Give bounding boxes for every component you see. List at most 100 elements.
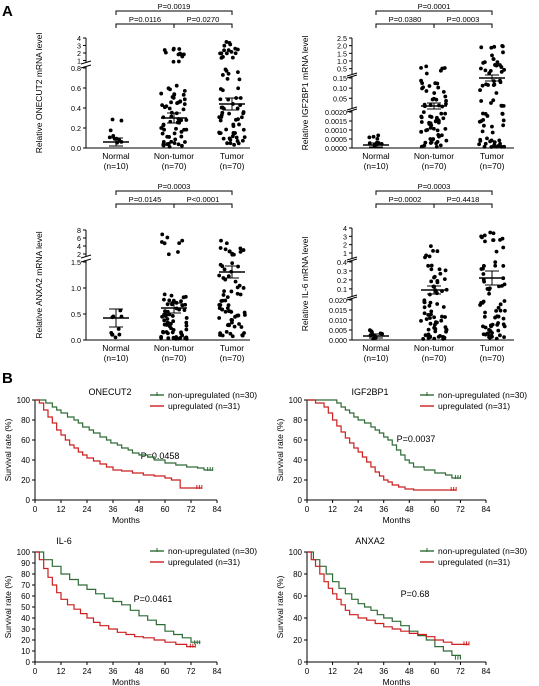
- expr-0-y-label: Relative ONECUT2 mRNA level: [34, 33, 44, 154]
- expr-0-point: [111, 133, 116, 138]
- expr-0-point: [224, 51, 229, 56]
- expr-3-point: [496, 321, 501, 325]
- km-5-xtick-label: 72: [456, 505, 465, 514]
- expr-3-point: [494, 336, 499, 341]
- expr-2-pvalue: P=0.0145: [129, 195, 162, 204]
- expr-3-point: [424, 253, 429, 258]
- expr-1-point: [443, 94, 448, 99]
- expr-0-point: [169, 100, 173, 105]
- expr-2-point: [219, 238, 223, 243]
- expr-3-point: [479, 267, 484, 271]
- expr-2-count-label: (n=70): [220, 353, 245, 363]
- expr-1-point: [435, 128, 440, 133]
- expr-2-count-label: (n=70): [162, 353, 187, 363]
- expr-0-point: [159, 126, 164, 130]
- expr-3-point: [429, 309, 434, 314]
- km-5-ytick-label: 0: [298, 496, 303, 505]
- expr-1-point: [432, 91, 437, 95]
- expr-1-ytick-label: 2.0: [337, 42, 347, 51]
- expr-2-point: [159, 335, 163, 339]
- expr-3-point: [498, 302, 503, 307]
- expr-3-point: [489, 324, 493, 329]
- expr-0-point: [167, 144, 172, 149]
- expr-1-point: [443, 111, 448, 116]
- km-6-series-line: [35, 551, 196, 648]
- expr-1-point: [435, 81, 440, 86]
- expr-3-point: [501, 322, 506, 327]
- expr-3-point: [423, 333, 428, 338]
- expr-1-point: [486, 83, 490, 87]
- expr-0-point: [226, 97, 231, 102]
- expr-2-point: [221, 293, 226, 297]
- expr-0-significance-bracket: [173, 23, 233, 28]
- expr-3-ytick-label: 1: [343, 249, 347, 258]
- expr-3-ytick-label: 0.000: [329, 336, 347, 345]
- expr-2-point: [165, 317, 170, 321]
- expr-0-point: [176, 52, 181, 57]
- expr-2-point: [170, 330, 175, 335]
- expr-1-ytick-label: 1.5: [337, 49, 347, 58]
- expr-2-point: [236, 264, 240, 269]
- expr-1-point: [497, 63, 502, 67]
- expr-2-y-label: Relative ANXA2 mRNA level: [34, 231, 44, 338]
- expr-2-point: [177, 241, 182, 246]
- expr-0-point: [179, 52, 184, 57]
- expr-0-point: [162, 127, 166, 132]
- expr-1-point: [487, 71, 492, 76]
- expr-3-point: [501, 245, 506, 250]
- expr-3-point: [491, 238, 495, 243]
- km-6-title: IL-6: [56, 536, 72, 546]
- expr-0-point: [178, 99, 183, 104]
- expr-0-point: [236, 86, 241, 91]
- expr-3-count-label: (n=10): [364, 353, 389, 363]
- km-4-xtick-label: 60: [161, 505, 170, 514]
- expr-1-significance-bracket: [375, 23, 435, 28]
- expr-2-point: [242, 331, 246, 335]
- expr-1-point: [491, 98, 496, 103]
- expr-1-point: [431, 137, 436, 141]
- expr-1-ytick-label: 0.0005: [325, 135, 347, 144]
- expr-2-ytick-label: 1.0: [71, 284, 81, 293]
- expr-1-point: [494, 91, 499, 95]
- km-6-ytick-label: 0: [26, 658, 31, 667]
- expr-1-point: [482, 144, 487, 149]
- expr-3-point: [482, 314, 487, 319]
- expr-0-point: [184, 118, 189, 122]
- expr-0-point: [224, 127, 229, 132]
- expr-1-point: [500, 44, 505, 48]
- expr-0-point: [222, 43, 227, 48]
- expr-0-pvalue: P=0.0116: [129, 15, 161, 24]
- expr-3-axis-break-mark: [346, 294, 358, 299]
- expr-0-point: [160, 131, 165, 136]
- expr-3-point: [433, 329, 438, 334]
- expr-0-point: [229, 50, 234, 54]
- expr-1-point: [419, 129, 424, 134]
- expr-2-point: [239, 325, 244, 329]
- expr-2-significance-bracket: [115, 203, 175, 208]
- expr-1-point: [431, 126, 436, 131]
- expr-3-y-label: Relative IL-6 mRNA level: [300, 237, 310, 332]
- expr-3-point: [483, 325, 488, 330]
- expr-3-point: [481, 272, 486, 276]
- expr-0-point: [240, 138, 245, 143]
- expr-1-point: [424, 64, 429, 69]
- expr-3-category-label: Non-tumor: [414, 343, 454, 353]
- expr-2-point: [180, 238, 185, 243]
- expr-0-point: [235, 106, 240, 111]
- km-4-xtick-label: 24: [83, 505, 92, 514]
- km-5-xtick-label: 60: [430, 505, 439, 514]
- expr-3-point: [496, 314, 501, 319]
- km-6-legend-label: upregulated (n=31): [168, 557, 240, 567]
- expr-3-ytick-label: 4: [343, 224, 347, 233]
- km-5-title: IGF2BP1: [351, 387, 388, 397]
- expr-2-point: [218, 246, 223, 250]
- expr-3-point: [442, 277, 447, 282]
- km-6-ytick-label: 50: [21, 603, 30, 612]
- expr-1-point: [441, 89, 446, 94]
- km-6-ytick-label: 40: [21, 614, 30, 623]
- expr-1-point: [434, 144, 439, 149]
- expr-3-point: [441, 334, 445, 339]
- expr-0-ytick-label: 0.4: [71, 104, 81, 113]
- km-4-xtick-label: 48: [135, 505, 144, 514]
